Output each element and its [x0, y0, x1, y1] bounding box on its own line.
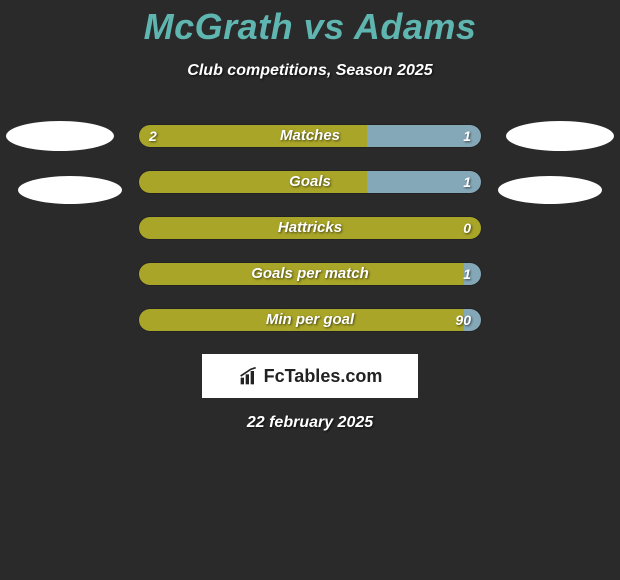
logo-text: FcTables.com	[264, 366, 383, 387]
stat-row: Goals per match1	[138, 262, 482, 286]
barchart-icon	[238, 366, 260, 386]
page-title: McGrath vs Adams	[0, 0, 620, 48]
stat-label: Matches	[139, 125, 481, 147]
decorative-ellipse	[6, 121, 114, 151]
stat-value-right: 0	[463, 217, 471, 239]
stat-label: Goals per match	[139, 263, 481, 285]
stat-label: Min per goal	[139, 309, 481, 331]
decorative-ellipse	[18, 176, 122, 204]
date-line: 22 february 2025	[0, 414, 620, 432]
stat-value-right: 1	[463, 171, 471, 193]
stat-label: Goals	[139, 171, 481, 193]
chart-area: 2Matches1Goals1Hattricks0Goals per match…	[0, 124, 620, 432]
stat-row: Goals1	[138, 170, 482, 194]
stat-row: Min per goal90	[138, 308, 482, 332]
stat-value-right: 1	[463, 263, 471, 285]
decorative-ellipse	[498, 176, 602, 204]
stat-row: Hattricks0	[138, 216, 482, 240]
subtitle: Club competitions, Season 2025	[0, 62, 620, 80]
decorative-ellipse	[506, 121, 614, 151]
stat-label: Hattricks	[139, 217, 481, 239]
stat-row: 2Matches1	[138, 124, 482, 148]
logo-box: FcTables.com	[202, 354, 418, 398]
comparison-bars: 2Matches1Goals1Hattricks0Goals per match…	[138, 124, 482, 332]
stat-value-right: 1	[463, 125, 471, 147]
stat-value-right: 90	[455, 309, 471, 331]
